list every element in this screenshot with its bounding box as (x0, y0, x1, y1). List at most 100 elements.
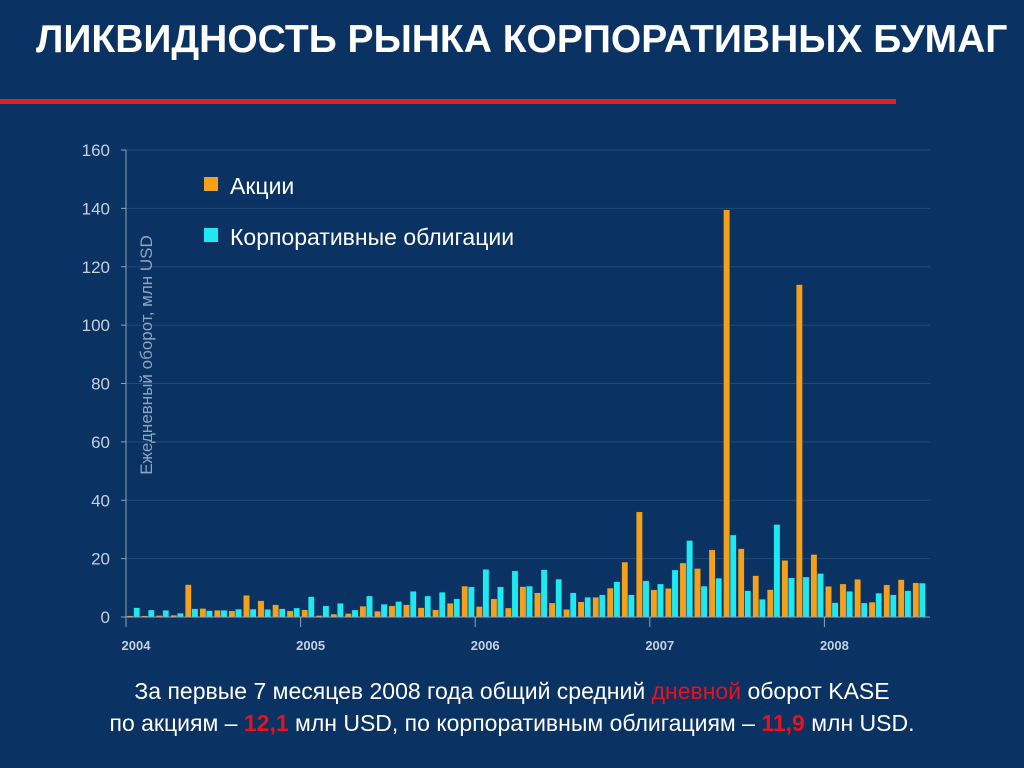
bar-stocks (446, 603, 454, 618)
bar-stocks (723, 209, 730, 618)
bar-bonds (220, 610, 228, 618)
bar-bonds (642, 580, 650, 618)
bar-bonds (715, 578, 722, 618)
caption-text: млн USD. (804, 710, 915, 736)
x-tick-labels: 2004 2005 2006 2007 2008 (122, 638, 849, 653)
bar-stocks (490, 598, 498, 618)
bar-bonds (671, 569, 679, 618)
bar-bonds (599, 594, 606, 618)
bar-bonds (526, 585, 533, 618)
caption-line-1: За первые 7 месяцев 2008 года общий сред… (0, 675, 1024, 707)
bar-stocks (185, 584, 192, 618)
caption: За первые 7 месяцев 2008 года общий сред… (0, 675, 1024, 739)
y-tick-label: 60 (91, 433, 110, 452)
x-tick-label: 2008 (820, 638, 849, 653)
bar-bonds (831, 602, 839, 618)
bar-bonds (584, 597, 591, 618)
bar-stocks (286, 610, 294, 618)
bar-bonds (351, 609, 359, 618)
bar-stocks (374, 611, 381, 618)
caption-text: млн USD, по корпоративным облигациям – (288, 710, 762, 736)
y-tick-label: 40 (91, 491, 110, 510)
bar-bonds (729, 534, 737, 618)
bar-bonds (613, 581, 621, 618)
bar-stocks (839, 583, 847, 618)
bar-bonds (438, 592, 446, 618)
caption-text: по акциям – (109, 710, 244, 736)
bar-stocks (461, 585, 468, 618)
bar-stocks (417, 607, 425, 618)
bar-stocks (621, 561, 629, 618)
y-tick-label: 80 (91, 375, 110, 394)
bar-bonds (904, 590, 912, 618)
y-tick-label: 20 (91, 550, 110, 569)
bar-bonds (482, 569, 490, 618)
bar-bonds (802, 576, 810, 618)
caption-text: За первые 7 месяцев 2008 года общий сред… (134, 678, 652, 704)
x-tick-label: 2004 (122, 638, 152, 653)
bar-stocks (345, 613, 352, 618)
bar-bonds (860, 602, 868, 618)
bar-bonds (468, 586, 475, 618)
y-tick-label: 100 (82, 316, 110, 335)
legend-label-stocks: Акции (230, 173, 294, 199)
bar-bonds (919, 582, 926, 618)
bar-stocks (519, 586, 527, 618)
bar-bonds (206, 610, 213, 618)
bar-bonds (497, 586, 504, 618)
bar-stocks (272, 604, 279, 618)
bar-bonds (177, 613, 184, 618)
bar-bonds (744, 590, 752, 618)
y-tick-label: 0 (101, 608, 110, 627)
bar-bonds (890, 594, 897, 618)
bar-stocks (301, 609, 308, 618)
bar-bonds (235, 608, 242, 618)
chart-legend: Акции Корпоративные облигации (204, 173, 514, 250)
bar-stocks (548, 602, 556, 618)
bar-stocks (796, 284, 803, 618)
bar-bonds (817, 573, 824, 618)
bar-stocks (868, 601, 876, 618)
bar-stocks (752, 575, 759, 618)
bar-bonds (162, 610, 170, 618)
legend-swatch-bonds (204, 228, 218, 242)
bar-bonds (657, 583, 664, 618)
bar-stocks (825, 586, 832, 618)
bar-bonds (540, 569, 548, 618)
bar-bonds (773, 524, 781, 618)
bar-bonds (846, 591, 853, 618)
bar-stocks (359, 606, 367, 618)
y-tick-label: 160 (82, 141, 110, 160)
bar-stocks (636, 511, 643, 618)
bar-stocks (403, 604, 410, 618)
bar-bonds (424, 595, 431, 618)
bar-stocks (708, 549, 716, 618)
legend-swatch-stocks (204, 177, 218, 191)
x-tick-label: 2005 (296, 638, 325, 653)
bar-stocks (781, 560, 789, 618)
y-tick-label: 120 (82, 258, 110, 277)
y-tick-labels: 0 20 40 60 80 100 120 140 160 (82, 141, 110, 627)
caption-highlight-daily: дневной (651, 678, 742, 704)
bar-bonds (293, 607, 300, 618)
bar-stocks (810, 554, 818, 618)
bar-bonds (337, 603, 344, 618)
caption-text: оборот KASE (741, 678, 890, 704)
bar-bonds (555, 578, 562, 618)
bar-stocks (505, 607, 512, 618)
chart-axes (121, 149, 930, 627)
caption-stocks-value: 12,1 (243, 710, 289, 736)
bar-bonds (511, 570, 519, 618)
bar-stocks (737, 548, 745, 618)
bar-bonds (191, 608, 199, 618)
bar-bonds (875, 592, 882, 618)
bar-stocks (694, 568, 701, 618)
bar-bonds (409, 591, 417, 618)
chart-bars (126, 209, 926, 618)
bar-stocks (854, 579, 861, 618)
bar-stocks (767, 589, 774, 618)
bar-bonds (380, 604, 388, 618)
bar-bonds (249, 608, 257, 618)
y-axis-label: Ежедневный оборот, млн USD (137, 235, 156, 475)
